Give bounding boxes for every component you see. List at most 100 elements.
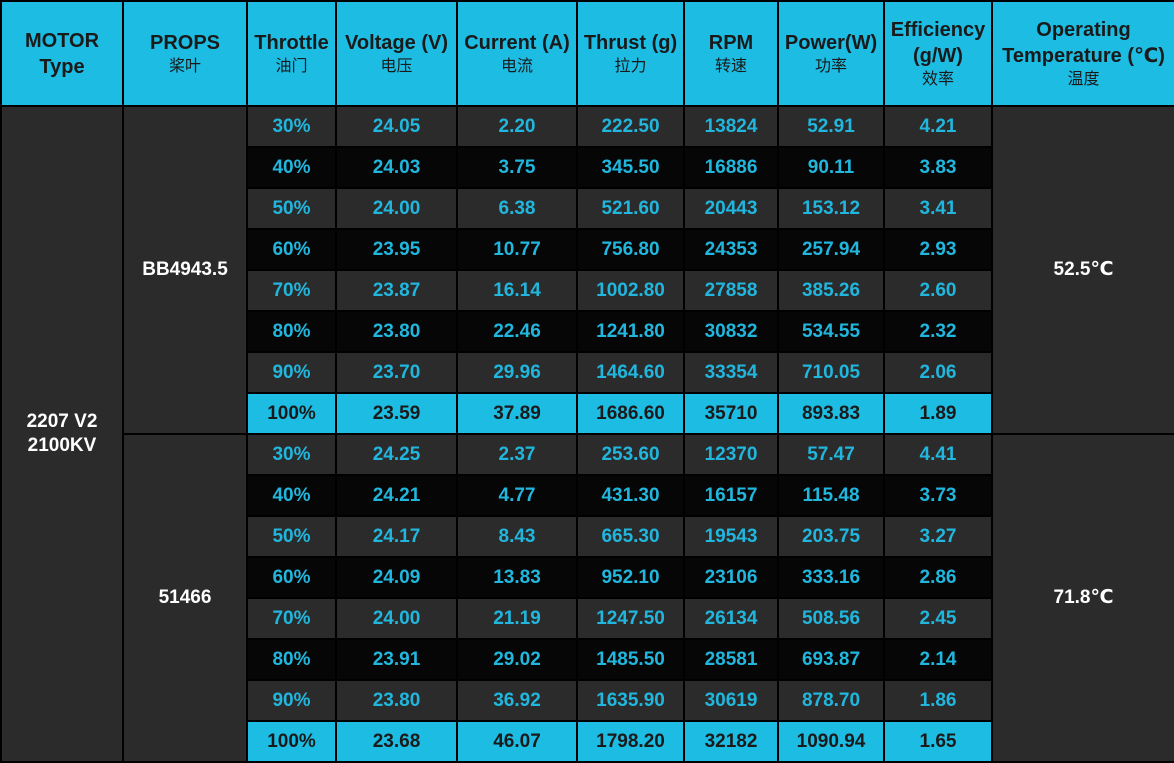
rpm-cell: 30832 <box>683 310 779 353</box>
power-cell: 878.70 <box>777 679 885 722</box>
header-label: Power(W) <box>784 31 878 54</box>
power-cell: 52.91 <box>777 105 885 148</box>
header-label: Temperature (℃) <box>1002 44 1165 67</box>
current-cell: 29.02 <box>456 638 578 681</box>
header-label-cn: 桨叶 <box>168 57 201 75</box>
header-thrust: Thrust (g) 拉力 <box>576 0 685 107</box>
current-cell: 3.75 <box>456 146 578 189</box>
power-cell: 115.48 <box>777 474 885 517</box>
current-cell: 10.77 <box>456 228 578 271</box>
power-cell: 1090.94 <box>777 720 885 763</box>
table-row: 40% 24.03 3.75 345.50 16886 90.11 3.83 <box>1 146 1174 189</box>
rpm-cell: 19543 <box>683 515 779 558</box>
current-cell: 8.43 <box>456 515 578 558</box>
thrust-cell: 952.10 <box>576 556 685 599</box>
rpm-cell: 20443 <box>683 187 779 230</box>
throttle-cell: 30% <box>246 105 337 148</box>
efficiency-cell: 4.41 <box>883 433 993 476</box>
throttle-cell: 80% <box>246 310 337 353</box>
thrust-cell: 665.30 <box>576 515 685 558</box>
thrust-cell: 1241.80 <box>576 310 685 353</box>
thrust-cell: 1247.50 <box>576 597 685 640</box>
voltage-cell: 23.80 <box>335 310 458 353</box>
efficiency-cell: 2.32 <box>883 310 993 353</box>
power-cell: 534.55 <box>777 310 885 353</box>
throttle-cell: 70% <box>246 269 337 312</box>
throttle-cell: 30% <box>246 433 337 476</box>
thrust-cell: 1635.90 <box>576 679 685 722</box>
thrust-cell: 253.60 <box>576 433 685 476</box>
efficiency-cell: 1.65 <box>883 720 993 763</box>
header-label-cn: 油门 <box>275 57 308 75</box>
power-cell: 90.11 <box>777 146 885 189</box>
thrust-cell: 431.30 <box>576 474 685 517</box>
throttle-cell: 70% <box>246 597 337 640</box>
table-body: 2207 V2 2100KV BB4943.5 30% 24.05 2.20 222.50 1… <box>0 105 1174 763</box>
current-cell: 21.19 <box>456 597 578 640</box>
current-cell: 13.83 <box>456 556 578 599</box>
header-label: Current (A) <box>464 31 570 54</box>
header-label-cn: 温度 <box>1067 70 1100 88</box>
table-row: 80% 23.80 22.46 1241.80 30832 534.55 2.32 <box>1 310 1174 353</box>
header-label-cn: 转速 <box>714 57 747 75</box>
header-power: Power(W) 功率 <box>777 0 885 107</box>
current-cell: 29.96 <box>456 351 578 394</box>
rpm-cell: 12370 <box>683 433 779 476</box>
rpm-cell: 16886 <box>683 146 779 189</box>
power-cell: 257.94 <box>777 228 885 271</box>
props-cell: 51466 <box>122 433 248 763</box>
table-row: 90% 23.70 29.96 1464.60 33354 710.05 2.06 <box>1 351 1174 394</box>
table-row: 80% 23.91 29.02 1485.50 28581 693.87 2.14 <box>1 638 1174 681</box>
table-row: 70% 23.87 16.14 1002.80 27858 385.26 2.60 <box>1 269 1174 312</box>
current-cell: 46.07 <box>456 720 578 763</box>
header-label: PROPS <box>149 31 221 54</box>
header-efficiency: Efficiency (g/W) 效率 <box>883 0 993 107</box>
voltage-cell: 23.91 <box>335 638 458 681</box>
rpm-cell: 33354 <box>683 351 779 394</box>
throttle-cell: 50% <box>246 515 337 558</box>
table-row: 70% 24.00 21.19 1247.50 26134 508.56 2.45 <box>1 597 1174 640</box>
header-temperature: Operating Temperature (℃) 温度 <box>991 0 1174 107</box>
motor-type-cell: 2207 V2 2100KV <box>0 105 124 763</box>
voltage-cell: 24.25 <box>335 433 458 476</box>
efficiency-cell: 2.06 <box>883 351 993 394</box>
voltage-cell: 23.95 <box>335 228 458 271</box>
header-props: PROPS 桨叶 <box>122 0 248 107</box>
table-row: 40% 24.21 4.77 431.30 16157 115.48 3.73 <box>1 474 1174 517</box>
voltage-cell: 23.70 <box>335 351 458 394</box>
header-throttle: Throttle 油门 <box>246 0 337 107</box>
header-label: Voltage (V) <box>345 31 448 54</box>
header-voltage: Voltage (V) 电压 <box>335 0 458 107</box>
thrust-cell: 1485.50 <box>576 638 685 681</box>
header-rpm: RPM 转速 <box>683 0 779 107</box>
header-label-cn: 电流 <box>500 57 533 75</box>
table-row: 60% 23.95 10.77 756.80 24353 257.94 2.93 <box>1 228 1174 271</box>
rpm-cell: 28581 <box>683 638 779 681</box>
current-cell: 16.14 <box>456 269 578 312</box>
power-cell: 153.12 <box>777 187 885 230</box>
rpm-cell: 23106 <box>683 556 779 599</box>
thrust-cell: 1686.60 <box>576 392 685 435</box>
efficiency-cell: 3.83 <box>883 146 993 189</box>
throttle-cell: 100% <box>246 392 337 435</box>
temperature-cell: 52.5℃ <box>991 105 1174 435</box>
table-row: 50% 24.17 8.43 665.30 19543 203.75 3.27 <box>1 515 1174 558</box>
table-row: 60% 24.09 13.83 952.10 23106 333.16 2.86 <box>1 556 1174 599</box>
header-label: Operating <box>1036 18 1131 41</box>
voltage-cell: 23.68 <box>335 720 458 763</box>
motor-type-label: 2100KV <box>27 435 97 456</box>
header-label: RPM <box>708 31 754 54</box>
voltage-cell: 23.80 <box>335 679 458 722</box>
thrust-cell: 1798.20 <box>576 720 685 763</box>
header-label: Thrust (g) <box>583 31 678 54</box>
throttle-cell: 90% <box>246 679 337 722</box>
efficiency-cell: 2.45 <box>883 597 993 640</box>
power-cell: 57.47 <box>777 433 885 476</box>
efficiency-cell: 3.41 <box>883 187 993 230</box>
thrust-cell: 1464.60 <box>576 351 685 394</box>
header-label-cn: 功率 <box>814 57 847 75</box>
header-label-cn: 效率 <box>921 70 954 88</box>
header-label-cn: 电压 <box>380 57 413 75</box>
efficiency-cell: 1.86 <box>883 679 993 722</box>
